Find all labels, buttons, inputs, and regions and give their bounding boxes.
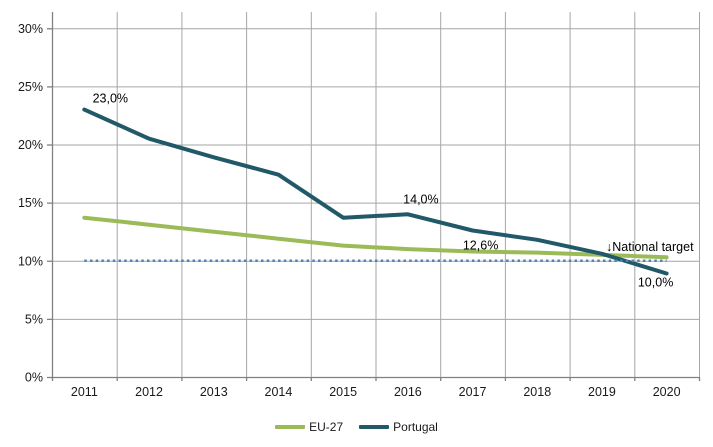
svg-text:2017: 2017 [459, 385, 487, 399]
svg-text:5%: 5% [25, 312, 43, 326]
svg-text:2012: 2012 [135, 385, 163, 399]
legend-item-eu-27: EU-27 [275, 420, 343, 434]
data-labels: 23,0% 14,0% 12,6% ↓National target 10,0% [93, 92, 695, 290]
svg-text:15%: 15% [18, 196, 43, 210]
x-axis-tick-labels: 2011 2012 2013 2014 2015 2016 2017 2018 2019 2020 [71, 385, 681, 399]
data-label: 10,0% [638, 276, 673, 290]
legend-item-portugal: Portugal [359, 420, 438, 434]
svg-text:2013: 2013 [200, 385, 228, 399]
svg-text:30%: 30% [18, 22, 43, 36]
legend-label-eu-27: EU-27 [309, 420, 344, 434]
svg-text:20%: 20% [18, 138, 43, 152]
axes [47, 12, 701, 381]
legend-label-portugal: Portugal [393, 420, 438, 434]
y-axis-tick-labels: 0% 5% 10% 15% 20% 25% 30% [18, 22, 43, 385]
svg-text:2019: 2019 [588, 385, 616, 399]
svg-text:2014: 2014 [265, 385, 293, 399]
svg-text:2018: 2018 [523, 385, 551, 399]
gridlines [52, 12, 700, 377]
svg-text:2011: 2011 [71, 385, 98, 399]
svg-text:2015: 2015 [329, 385, 357, 399]
data-label: 23,0% [93, 92, 128, 106]
svg-text:2016: 2016 [394, 385, 422, 399]
svg-text:0%: 0% [25, 371, 43, 385]
eu-27-line [82, 215, 669, 260]
svg-text:10%: 10% [18, 254, 43, 268]
data-label: 12,6% [463, 239, 498, 253]
data-label: ↓National target [606, 240, 694, 254]
eu-27-line-swatch-icon [275, 425, 306, 429]
portugal-line [82, 107, 669, 276]
svg-text:2020: 2020 [653, 385, 681, 399]
chart-legend: EU-27 Portugal [0, 415, 713, 439]
data-label: 14,0% [403, 192, 438, 206]
portugal-line-swatch-icon [359, 425, 390, 429]
svg-text:25%: 25% [18, 80, 43, 94]
